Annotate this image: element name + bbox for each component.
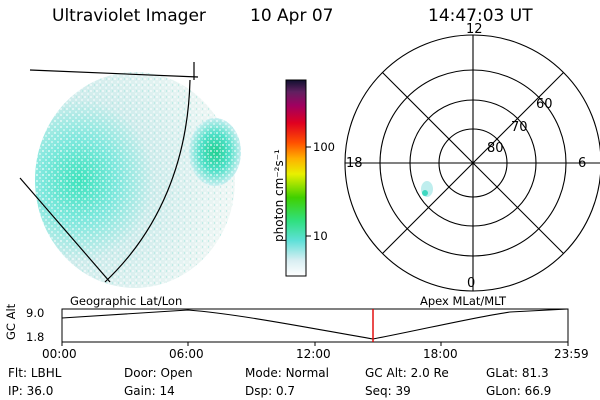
status-door: Door: Open bbox=[124, 366, 193, 380]
instrument-title: Ultraviolet Imager bbox=[52, 6, 206, 26]
colorbar-tick-10: 10 bbox=[313, 229, 328, 243]
gc-alt-axis-label: GC Alt bbox=[4, 303, 18, 340]
lat-label-70: 70 bbox=[511, 120, 528, 135]
status-seq: Seq: 39 bbox=[365, 384, 411, 398]
mlt-label-6: 6 bbox=[578, 156, 587, 171]
geographic-panel-label: Geographic Lat/Lon bbox=[70, 294, 183, 308]
polar-plot bbox=[344, 34, 600, 292]
apex-panel-label: Apex MLat/MLT bbox=[420, 294, 507, 308]
colorbar-tick-100: 100 bbox=[313, 140, 335, 154]
status-gain: Gain: 14 bbox=[124, 384, 175, 398]
geographic-image bbox=[19, 62, 241, 288]
altitude-plot bbox=[61, 308, 569, 346]
mlt-label-18: 18 bbox=[346, 156, 363, 171]
status-gc-alt: GC Alt: 2.0 Re bbox=[365, 366, 449, 380]
lat-label-80: 80 bbox=[487, 141, 504, 156]
mlt-label-0: 0 bbox=[467, 276, 476, 291]
time-label: 14:47:03 UT bbox=[428, 6, 533, 26]
status-glat: GLat: 81.3 bbox=[486, 366, 549, 380]
alt-tick-low: 1.8 bbox=[26, 330, 45, 344]
color-scale-bar bbox=[285, 79, 311, 277]
colorbar-unit-label: photon cm⁻²s⁻¹ bbox=[272, 149, 286, 242]
time-tick-0600: 06:00 bbox=[169, 347, 204, 361]
status-mode: Mode: Normal bbox=[245, 366, 329, 380]
status-ip: IP: 36.0 bbox=[8, 384, 54, 398]
status-flt: Flt: LBHL bbox=[8, 366, 62, 380]
alt-tick-high: 9.0 bbox=[26, 306, 45, 320]
time-tick-1200: 12:00 bbox=[296, 347, 331, 361]
lat-label-60: 60 bbox=[536, 97, 553, 112]
time-tick-0000: 00:00 bbox=[42, 347, 77, 361]
polar-aurora-spot bbox=[421, 181, 433, 197]
status-dsp: Dsp: 0.7 bbox=[245, 384, 296, 398]
status-glon: GLon: 66.9 bbox=[486, 384, 552, 398]
mlt-label-12: 12 bbox=[466, 22, 483, 37]
time-tick-1800: 18:00 bbox=[423, 347, 458, 361]
time-tick-2359: 23:59 bbox=[554, 347, 589, 361]
date-label: 10 Apr 07 bbox=[250, 6, 334, 26]
